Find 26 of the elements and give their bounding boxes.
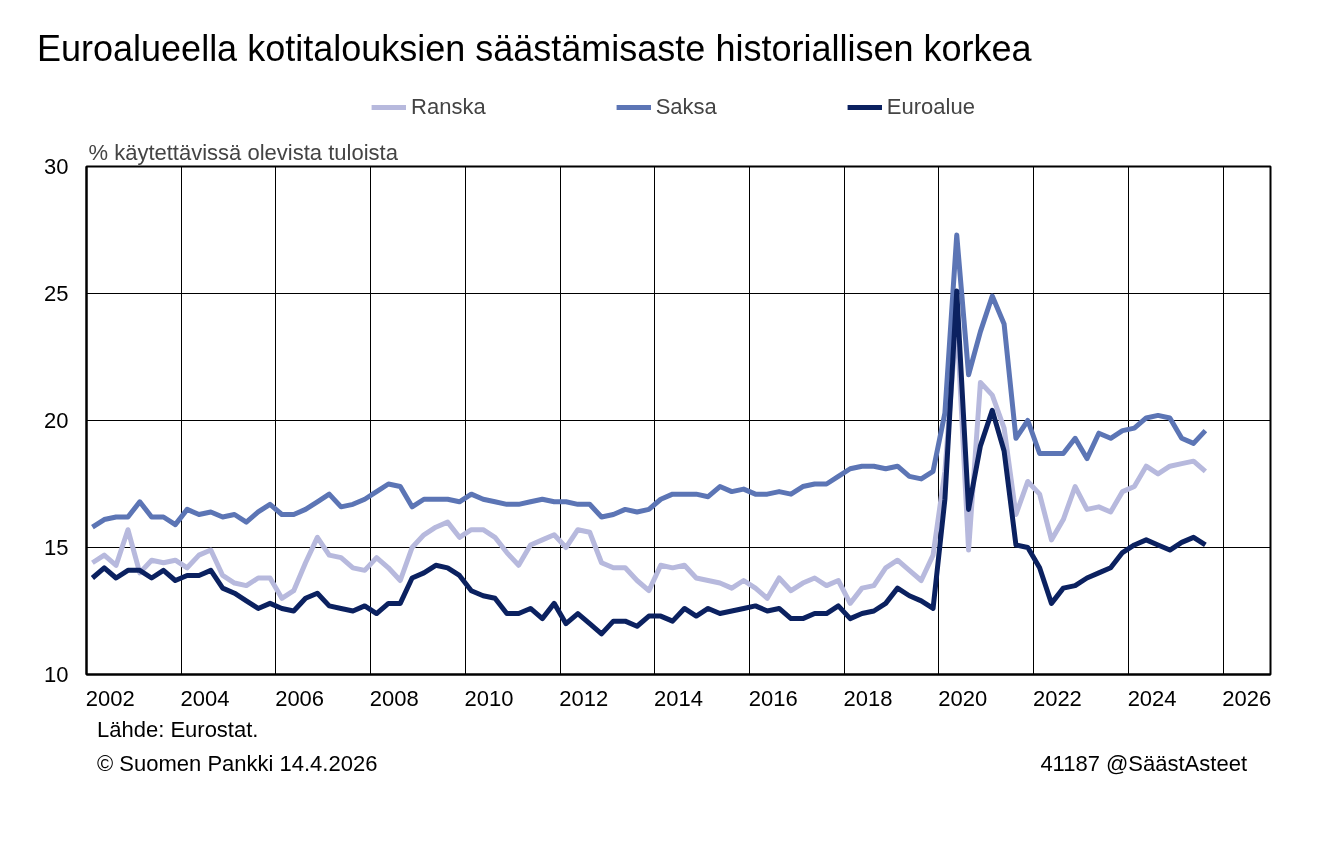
y-tick-label: 15 xyxy=(44,535,69,561)
x-tick-label: 2020 xyxy=(938,685,988,711)
x-tick-label: 2018 xyxy=(843,685,893,711)
text: © Suomen Pankki 14.4.2026 xyxy=(97,750,378,779)
legend-label: Saksa xyxy=(655,94,717,121)
text: 41187 @SäästAsteet xyxy=(1040,750,1247,779)
x-tick-label: 2024 xyxy=(1127,685,1177,711)
y-tick-label: 10 xyxy=(44,662,69,688)
x-tick-label: 2022 xyxy=(1032,685,1082,711)
y-tick-label: 25 xyxy=(44,281,69,307)
legend-label: Ranska xyxy=(411,94,486,121)
y-tick-label: 20 xyxy=(44,408,69,434)
x-tick-label: 2004 xyxy=(180,685,230,711)
x-tick-label: 2014 xyxy=(654,685,703,711)
x-tick-label: 2012 xyxy=(559,685,609,711)
chart-title: Euroalueella kotitalouksien säästämisaste historiallisen korkea xyxy=(37,27,1032,71)
y-tick-label: 30 xyxy=(44,154,69,180)
text: Lähde: Eurostat. xyxy=(97,716,260,745)
legend-label: Euroalue xyxy=(886,94,975,121)
x-tick-label: 2016 xyxy=(748,685,798,711)
x-tick-label: 2006 xyxy=(275,685,325,711)
x-tick-label: 2008 xyxy=(369,685,419,711)
x-tick-label: 2010 xyxy=(464,685,514,711)
y-axis-title: % käytettävissä olevista tuloista xyxy=(88,139,399,165)
x-tick-label: 2002 xyxy=(85,685,135,711)
x-tick-label: 2026 xyxy=(1222,685,1272,711)
